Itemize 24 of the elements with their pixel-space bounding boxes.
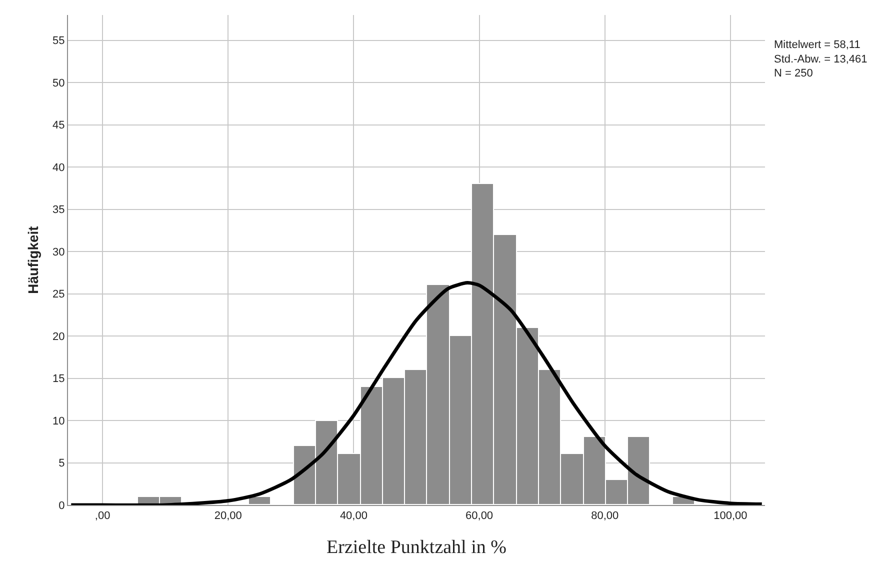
y-tick-label: 10	[52, 415, 65, 428]
y-axis-title: Häufigkeit	[25, 226, 42, 294]
y-tick-label: 45	[52, 120, 65, 132]
y-tick-label: 55	[52, 35, 65, 48]
y-tick-label: 35	[52, 204, 65, 216]
y-tick-label: 40	[52, 162, 65, 174]
y-tick-label: 20	[52, 330, 65, 343]
x-tick-label: 60,00	[466, 510, 494, 522]
x-tick-label: ,00	[94, 510, 110, 522]
x-tick-label: 80,00	[591, 510, 619, 522]
y-tick-label: 30	[52, 246, 65, 258]
y-tick-label: 0	[58, 500, 65, 512]
x-tick-label: 20,00	[214, 510, 242, 522]
y-tick-label: 15	[52, 373, 65, 386]
x-tick-label: 100,00	[714, 510, 748, 522]
text: Mittelwert = 58,11	[774, 39, 860, 51]
text: Std.-Abw. = 13,461	[774, 53, 868, 66]
y-tick-label: 5	[58, 458, 65, 470]
line-series	[69, 281, 764, 505]
text: N = 250	[774, 68, 813, 80]
y-tick-label: 25	[52, 288, 65, 301]
x-axis-title: Erzielte Punktzahl in %	[326, 537, 507, 558]
y-tick-label: 50	[52, 77, 65, 90]
x-tick-label: 40,00	[340, 510, 368, 522]
